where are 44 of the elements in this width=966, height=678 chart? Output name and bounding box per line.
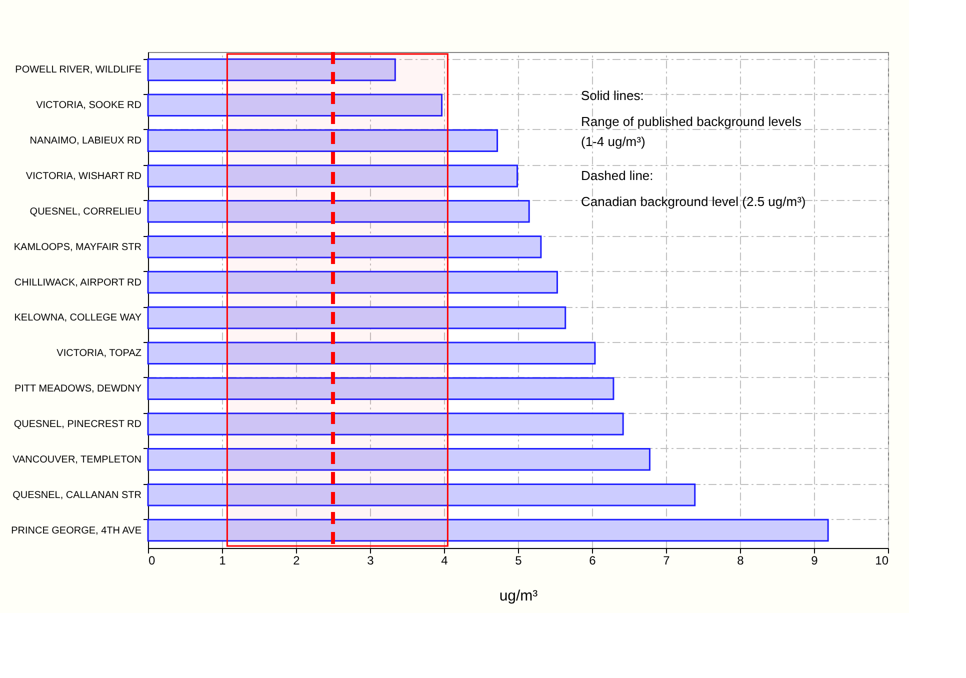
x-tick-label: 7 [663, 554, 670, 568]
y-tick-label: QUESNEL, CALLANAN STR [12, 490, 142, 501]
bar [147, 377, 614, 400]
y-tick-label: VICTORIA, TOPAZ [56, 348, 142, 360]
y-tick-label: KAMLOOPS, MAYFAIR STR [14, 242, 142, 253]
x-tick-label: 4 [441, 554, 448, 568]
bar [147, 306, 566, 330]
bar [147, 342, 596, 365]
annotation: Range of published background levels (1-4 ug/m³) [581, 114, 802, 149]
y-tick-label: QUESNEL, PINECREST RD [14, 419, 142, 430]
x-tick-label: 2 [293, 554, 300, 568]
y-tick-label: VICTORIA, SOOKE RD [36, 100, 142, 112]
bar [147, 518, 829, 542]
bar [147, 200, 530, 223]
x-tick-label: 6 [589, 554, 596, 568]
bar [147, 448, 650, 471]
y-tick-label: PRINCE GEORGE, 4TH AVE [11, 525, 142, 536]
annotation: Dashed line: [581, 168, 654, 183]
y-tick-label: NANAIMO, LABIEUX RD [30, 136, 142, 147]
y-tick-label: PITT MEADOWS, DEWDNY [14, 384, 142, 395]
bar [147, 412, 624, 436]
x-tick-label: 5 [515, 554, 522, 568]
bar [147, 483, 696, 506]
y-tick-label: VICTORIA, WISHART RD [26, 171, 142, 182]
bar [147, 235, 542, 258]
annotation: Canadian background level (2.5 ug/m³) [581, 194, 806, 209]
x-tick-label: 10 [875, 554, 889, 568]
bar [147, 270, 558, 294]
y-tick-label: CHILLIWACK, AIRPORT RD [14, 277, 142, 288]
x-tick-label: 3 [367, 554, 374, 568]
x-axis-title: ug/m³ [499, 588, 538, 604]
y-tick-label: QUESNEL, CORRELIEU [30, 206, 142, 218]
x-tick-label: 0 [148, 554, 156, 568]
y-tick-label: VANCOUVER, TEMPLETON [12, 454, 142, 466]
y-tick-label: POWELL RIVER, WILDLIFE [15, 64, 142, 76]
bar [147, 129, 498, 152]
x-tick-label: 8 [737, 554, 744, 568]
annotation: Solid lines: [581, 88, 644, 103]
y-tick-label: KELOWNA, COLLEGE WAY [14, 312, 142, 324]
x-tick-label: 1 [219, 554, 226, 568]
x-tick-label: 9 [811, 554, 818, 568]
bar [147, 164, 518, 188]
bar [147, 94, 443, 117]
bar [147, 58, 396, 82]
